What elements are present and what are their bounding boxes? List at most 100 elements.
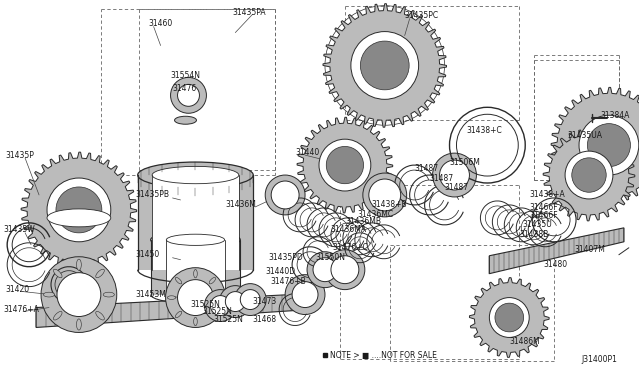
Circle shape xyxy=(565,151,613,199)
Ellipse shape xyxy=(194,317,197,326)
Circle shape xyxy=(369,179,401,211)
Text: 31436M: 31436M xyxy=(225,201,256,209)
Circle shape xyxy=(177,280,213,315)
Text: 31440D: 31440D xyxy=(265,267,295,276)
Ellipse shape xyxy=(166,234,225,246)
Circle shape xyxy=(177,84,200,106)
Text: 31476+C: 31476+C xyxy=(332,243,368,252)
Ellipse shape xyxy=(209,311,216,318)
Ellipse shape xyxy=(194,269,197,278)
Text: 31480: 31480 xyxy=(543,260,567,269)
Ellipse shape xyxy=(138,162,253,188)
Circle shape xyxy=(495,303,524,332)
Text: 31420: 31420 xyxy=(5,285,29,294)
Text: 31438+B: 31438+B xyxy=(372,201,408,209)
Ellipse shape xyxy=(152,166,239,184)
Polygon shape xyxy=(469,278,549,357)
Circle shape xyxy=(331,256,359,283)
Circle shape xyxy=(572,158,606,192)
Circle shape xyxy=(579,115,639,175)
Text: 31435P: 31435P xyxy=(5,151,34,160)
Circle shape xyxy=(351,32,419,99)
Circle shape xyxy=(292,282,318,308)
Text: 31384A: 31384A xyxy=(600,111,629,120)
Text: 31525N: 31525N xyxy=(191,300,220,309)
Text: 31486M: 31486M xyxy=(509,337,540,346)
Ellipse shape xyxy=(77,259,81,270)
Text: 31436MB: 31436MB xyxy=(345,217,381,227)
Text: 31438B: 31438B xyxy=(519,230,548,239)
Text: J31400P1: J31400P1 xyxy=(581,355,617,364)
Circle shape xyxy=(56,187,102,233)
Polygon shape xyxy=(297,117,393,213)
Ellipse shape xyxy=(77,319,81,330)
Text: 31453M: 31453M xyxy=(136,290,166,299)
Text: 31473: 31473 xyxy=(252,297,276,306)
Text: 31435UA: 31435UA xyxy=(567,131,602,140)
Circle shape xyxy=(271,181,299,209)
Circle shape xyxy=(225,292,245,311)
Ellipse shape xyxy=(44,292,54,297)
Ellipse shape xyxy=(47,209,111,227)
Circle shape xyxy=(433,153,476,197)
Text: 31487: 31487 xyxy=(445,183,468,192)
Text: 31525N: 31525N xyxy=(202,307,232,316)
Bar xyxy=(150,240,240,295)
Bar xyxy=(166,240,225,295)
Circle shape xyxy=(265,175,305,215)
Ellipse shape xyxy=(175,116,196,124)
Circle shape xyxy=(41,257,116,333)
Ellipse shape xyxy=(54,311,62,320)
Ellipse shape xyxy=(175,278,182,284)
Circle shape xyxy=(171,77,207,113)
Circle shape xyxy=(360,41,409,90)
Circle shape xyxy=(313,258,337,282)
Circle shape xyxy=(234,283,266,315)
Bar xyxy=(152,175,239,270)
Circle shape xyxy=(307,252,343,288)
Text: 31476+B: 31476+B xyxy=(270,277,306,286)
Ellipse shape xyxy=(209,278,216,284)
Text: 31525N: 31525N xyxy=(213,315,243,324)
Text: 31435W: 31435W xyxy=(3,225,35,234)
Circle shape xyxy=(588,124,630,167)
Circle shape xyxy=(319,139,371,191)
Polygon shape xyxy=(490,228,624,274)
Text: 31450: 31450 xyxy=(136,250,160,259)
Text: 31435PB: 31435PB xyxy=(136,190,170,199)
Circle shape xyxy=(325,250,365,290)
Text: 31435PC: 31435PC xyxy=(404,11,439,20)
Ellipse shape xyxy=(150,231,240,249)
Circle shape xyxy=(240,290,260,310)
Circle shape xyxy=(211,296,230,315)
Text: 31476: 31476 xyxy=(173,84,197,93)
Polygon shape xyxy=(551,87,640,203)
Circle shape xyxy=(326,147,364,184)
Text: 31440: 31440 xyxy=(295,148,319,157)
Text: 31487: 31487 xyxy=(429,173,454,183)
Circle shape xyxy=(363,173,406,217)
Text: 31468: 31468 xyxy=(252,315,276,324)
Text: 31487: 31487 xyxy=(415,164,439,173)
Text: 31550N: 31550N xyxy=(315,253,345,262)
Text: 31466F: 31466F xyxy=(529,203,558,212)
Circle shape xyxy=(490,298,529,337)
Text: 31436MA: 31436MA xyxy=(330,225,366,234)
Text: 31436MC: 31436MC xyxy=(358,211,394,219)
Ellipse shape xyxy=(168,296,176,299)
Text: 31435PD: 31435PD xyxy=(268,253,303,262)
Text: 31554N: 31554N xyxy=(171,71,200,80)
Text: 31466F: 31466F xyxy=(529,211,558,220)
Circle shape xyxy=(166,268,225,327)
Polygon shape xyxy=(543,129,635,221)
Text: 31438+C: 31438+C xyxy=(467,126,502,135)
Ellipse shape xyxy=(54,269,62,278)
Circle shape xyxy=(440,160,469,190)
Ellipse shape xyxy=(103,292,115,297)
Circle shape xyxy=(220,286,252,318)
Circle shape xyxy=(204,290,236,321)
Ellipse shape xyxy=(215,296,223,299)
Circle shape xyxy=(57,273,101,317)
Ellipse shape xyxy=(96,269,104,278)
Polygon shape xyxy=(21,152,137,268)
